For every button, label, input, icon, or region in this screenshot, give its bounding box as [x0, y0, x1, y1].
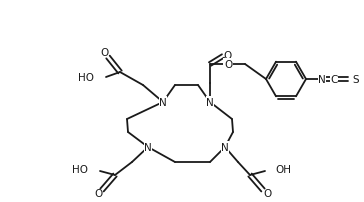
Text: N: N	[159, 98, 167, 107]
Text: N: N	[221, 142, 229, 152]
Text: C: C	[330, 75, 338, 85]
Text: N: N	[318, 75, 326, 85]
Text: OH: OH	[275, 164, 291, 174]
Text: HO: HO	[72, 164, 88, 174]
Text: O: O	[223, 51, 231, 61]
Text: O: O	[94, 188, 102, 198]
Text: O: O	[100, 48, 108, 58]
Text: O: O	[263, 188, 271, 198]
Text: HO: HO	[78, 73, 94, 83]
Text: N: N	[144, 142, 152, 152]
Text: S: S	[352, 75, 359, 85]
Text: N: N	[206, 98, 214, 107]
Text: O: O	[224, 60, 232, 70]
